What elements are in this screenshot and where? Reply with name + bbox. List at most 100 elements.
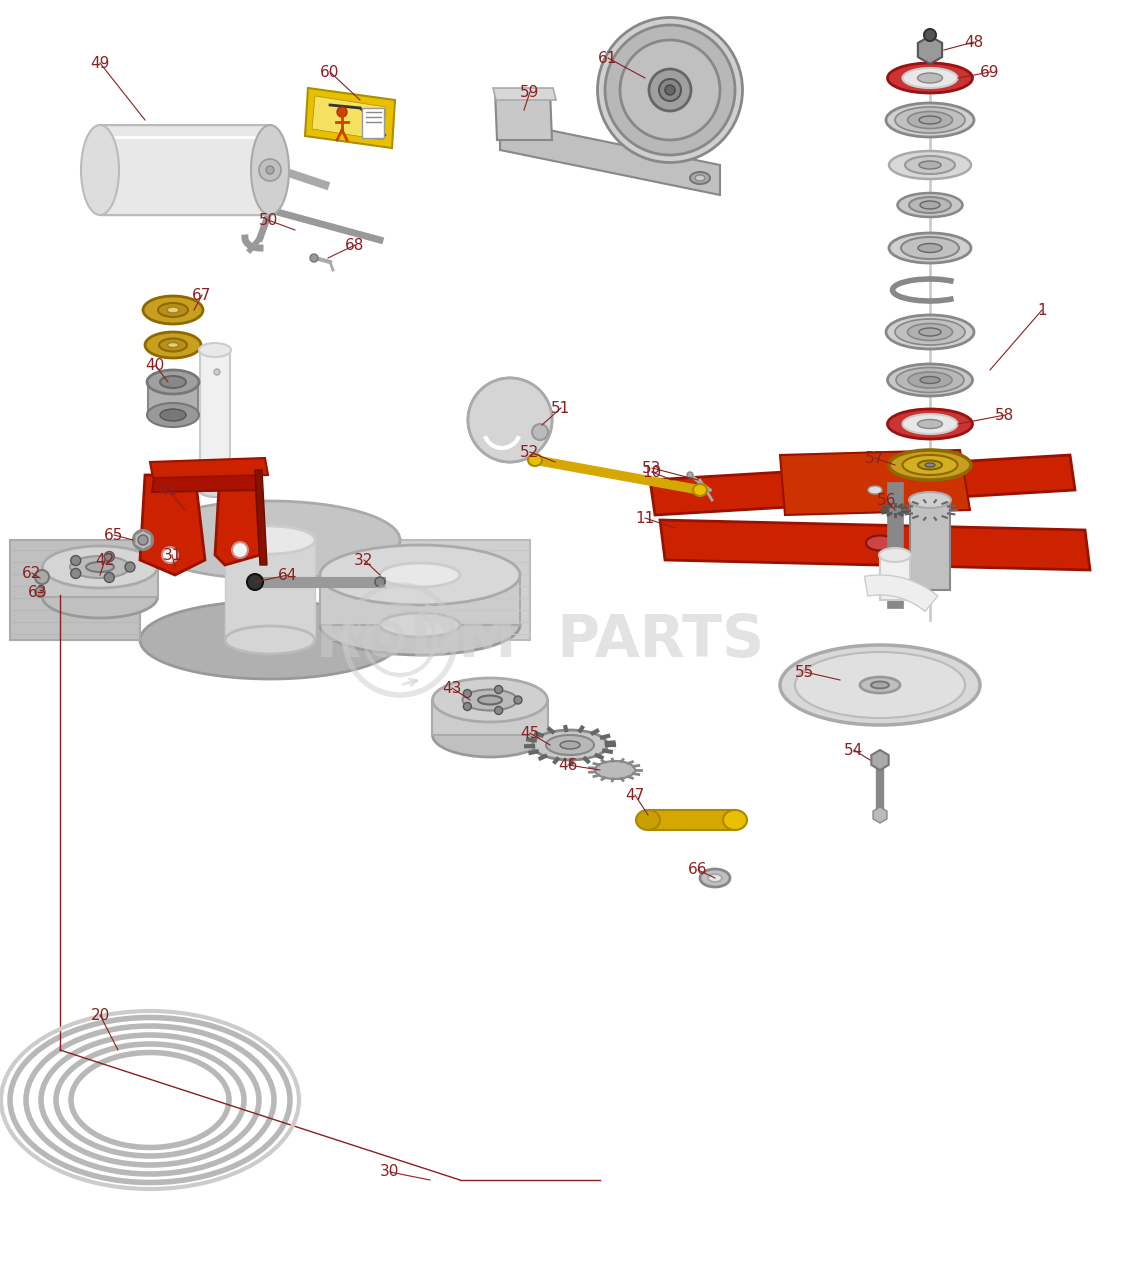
Ellipse shape: [649, 69, 691, 111]
Polygon shape: [495, 90, 552, 140]
Ellipse shape: [259, 159, 281, 180]
Polygon shape: [200, 349, 230, 490]
Ellipse shape: [889, 233, 971, 262]
Ellipse shape: [528, 454, 542, 466]
Ellipse shape: [918, 420, 943, 429]
Polygon shape: [880, 556, 910, 600]
Text: 30: 30: [380, 1165, 400, 1179]
Ellipse shape: [693, 484, 708, 497]
Ellipse shape: [147, 370, 199, 394]
Ellipse shape: [866, 535, 894, 550]
Ellipse shape: [909, 197, 951, 212]
Bar: [362, 108, 384, 138]
Ellipse shape: [168, 307, 179, 314]
Text: 54: 54: [844, 742, 864, 758]
Circle shape: [532, 424, 548, 440]
Ellipse shape: [886, 102, 974, 137]
Polygon shape: [255, 470, 267, 564]
Ellipse shape: [604, 26, 735, 155]
Ellipse shape: [700, 869, 730, 887]
Ellipse shape: [160, 376, 186, 388]
Ellipse shape: [901, 237, 959, 259]
Ellipse shape: [160, 410, 186, 421]
Polygon shape: [650, 454, 1075, 515]
Text: 40: 40: [145, 357, 164, 372]
Ellipse shape: [432, 713, 548, 756]
Ellipse shape: [86, 562, 114, 572]
Text: 32: 32: [354, 553, 374, 567]
Ellipse shape: [145, 332, 201, 358]
Ellipse shape: [199, 343, 231, 357]
Ellipse shape: [920, 376, 940, 384]
Polygon shape: [152, 467, 260, 492]
Ellipse shape: [432, 678, 548, 722]
Text: 45: 45: [521, 726, 540, 741]
Text: 64: 64: [278, 567, 298, 582]
Ellipse shape: [595, 762, 635, 780]
Polygon shape: [225, 540, 315, 640]
Polygon shape: [148, 381, 198, 415]
Circle shape: [495, 707, 503, 714]
Ellipse shape: [43, 547, 157, 588]
Ellipse shape: [478, 695, 501, 704]
Text: 56: 56: [877, 493, 897, 507]
Ellipse shape: [708, 874, 722, 882]
Ellipse shape: [380, 563, 460, 588]
Ellipse shape: [908, 324, 952, 340]
Ellipse shape: [795, 652, 964, 718]
Ellipse shape: [70, 556, 130, 579]
Ellipse shape: [904, 156, 955, 174]
Ellipse shape: [895, 108, 964, 133]
Ellipse shape: [532, 730, 608, 760]
Ellipse shape: [380, 613, 460, 637]
Ellipse shape: [320, 545, 520, 605]
Text: 69: 69: [980, 64, 1000, 79]
Circle shape: [232, 541, 248, 558]
Circle shape: [104, 572, 114, 582]
Ellipse shape: [266, 166, 274, 174]
Circle shape: [375, 577, 385, 588]
Text: 53: 53: [642, 461, 662, 475]
Circle shape: [138, 535, 148, 545]
Ellipse shape: [168, 343, 179, 347]
Ellipse shape: [598, 18, 743, 163]
Ellipse shape: [691, 172, 710, 184]
Ellipse shape: [780, 645, 980, 724]
Ellipse shape: [225, 626, 315, 654]
Ellipse shape: [925, 463, 935, 467]
Text: 41: 41: [158, 483, 178, 498]
Polygon shape: [494, 88, 556, 100]
Polygon shape: [312, 96, 386, 140]
Text: 10: 10: [642, 465, 661, 480]
Ellipse shape: [320, 595, 520, 655]
Text: 20: 20: [91, 1007, 110, 1023]
Polygon shape: [42, 567, 158, 596]
Circle shape: [463, 703, 471, 710]
Text: 11: 11: [635, 511, 654, 526]
Ellipse shape: [908, 372, 952, 388]
Circle shape: [125, 562, 135, 572]
Wedge shape: [865, 575, 937, 612]
Text: 50: 50: [258, 212, 277, 228]
Circle shape: [495, 686, 503, 694]
Text: 57: 57: [865, 451, 884, 466]
Ellipse shape: [225, 526, 315, 554]
Circle shape: [463, 690, 471, 698]
Polygon shape: [780, 451, 970, 515]
Circle shape: [468, 378, 552, 462]
Text: 60: 60: [320, 64, 340, 79]
Polygon shape: [320, 575, 520, 625]
Text: 62: 62: [23, 566, 42, 581]
Text: 61: 61: [599, 50, 618, 65]
Ellipse shape: [918, 461, 942, 470]
Text: 55: 55: [796, 664, 815, 680]
Text: 31: 31: [162, 548, 182, 562]
Circle shape: [70, 556, 80, 566]
Ellipse shape: [43, 576, 157, 618]
Circle shape: [104, 552, 114, 562]
Ellipse shape: [560, 741, 580, 749]
Ellipse shape: [897, 367, 964, 393]
Polygon shape: [140, 475, 205, 575]
Ellipse shape: [723, 810, 747, 829]
Ellipse shape: [919, 116, 941, 124]
